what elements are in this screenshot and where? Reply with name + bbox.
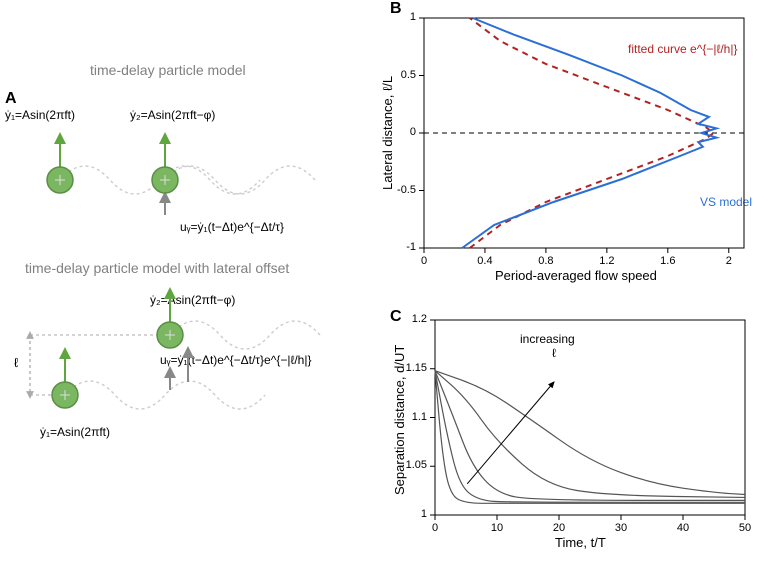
panel-c-axes: [430, 320, 745, 520]
panel-a-top-diagram: [47, 138, 315, 215]
tick-label: 30: [615, 522, 627, 534]
tick-label: 10: [491, 522, 503, 534]
tick-label: 0.5: [401, 69, 416, 81]
tick-label: 0: [421, 255, 427, 267]
tick-label: 2: [726, 255, 732, 267]
tick-label: -0.5: [397, 184, 416, 196]
tick-label: 1.15: [406, 362, 427, 374]
panel-b-axes: [419, 18, 744, 253]
tick-label: 0: [432, 522, 438, 534]
tick-label: 1.2: [412, 313, 427, 325]
tick-label: 1.1: [412, 411, 427, 423]
tick-label: 0.4: [477, 255, 492, 267]
tick-label: 40: [677, 522, 689, 534]
tick-label: 1.05: [406, 459, 427, 471]
tick-label: 0: [410, 126, 416, 138]
tick-label: 1: [410, 11, 416, 23]
tick-label: 20: [553, 522, 565, 534]
tick-label: 0.8: [538, 255, 553, 267]
panel-a-bottom-diagram: [30, 293, 320, 409]
tick-label: 1: [421, 508, 427, 520]
tick-label: 1.2: [599, 255, 614, 267]
tick-label: -1: [406, 241, 416, 253]
tick-label: 50: [739, 522, 751, 534]
tick-label: 1.6: [660, 255, 675, 267]
figure-svg: [0, 0, 770, 561]
